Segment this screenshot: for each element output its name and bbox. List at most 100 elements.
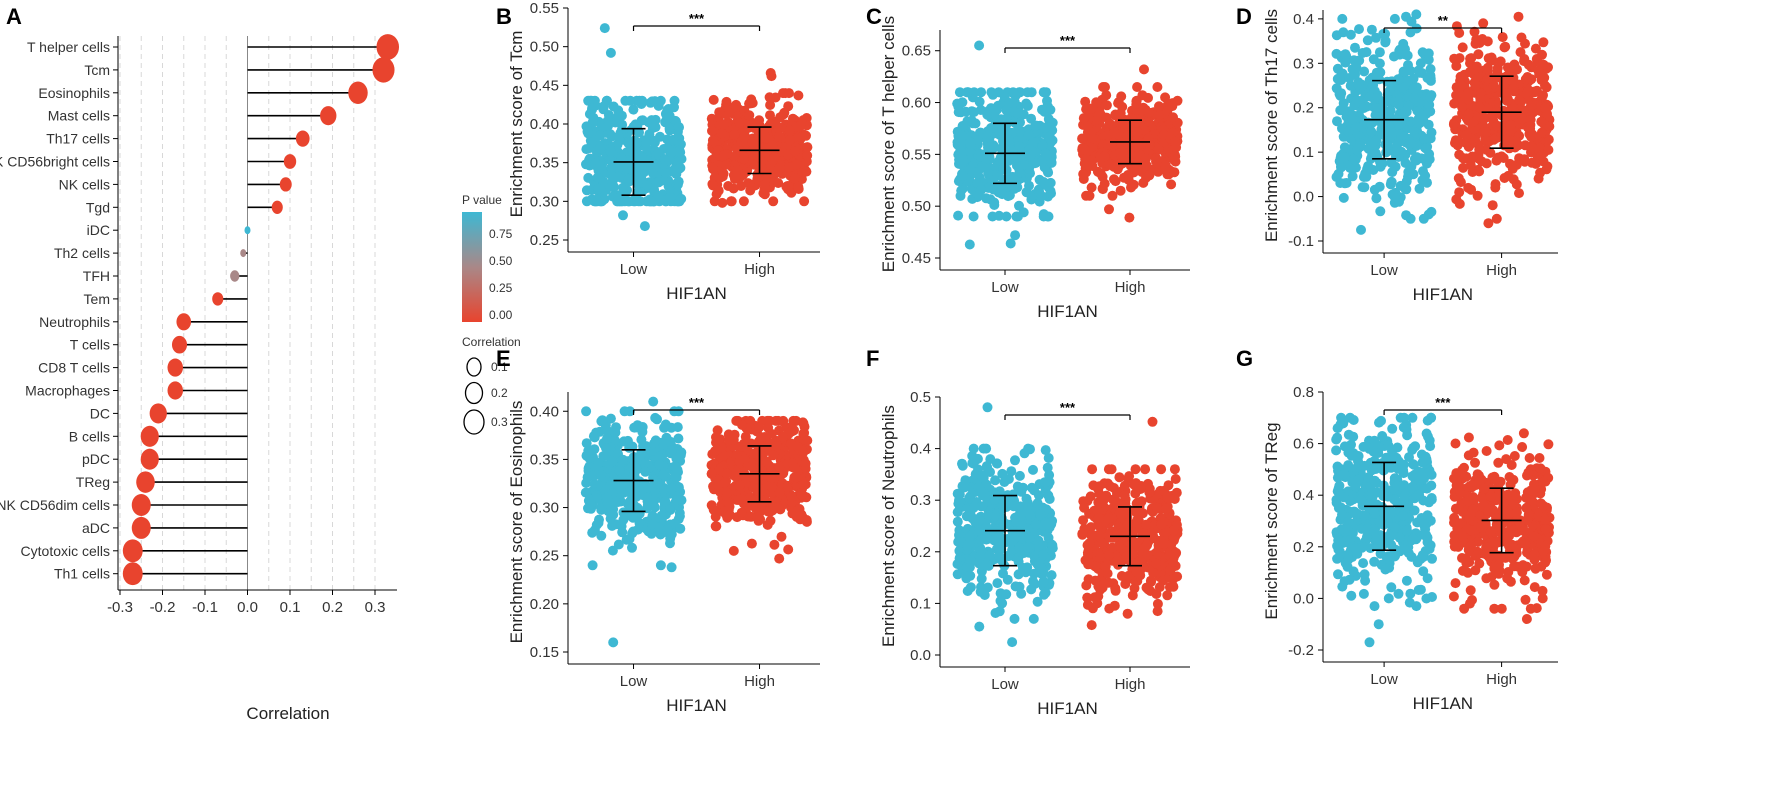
lollipop-dot <box>283 154 297 169</box>
data-point <box>1336 162 1347 173</box>
data-point <box>1032 596 1043 607</box>
data-point <box>1451 21 1462 32</box>
data-point <box>1396 146 1407 157</box>
data-point <box>1367 149 1378 160</box>
data-point <box>1017 562 1028 573</box>
data-point <box>1357 48 1368 58</box>
data-point <box>1119 480 1130 491</box>
data-point <box>1522 86 1533 97</box>
data-point <box>587 560 598 571</box>
data-point <box>716 128 727 139</box>
data-point <box>1526 157 1537 168</box>
data-point <box>1457 42 1468 53</box>
data-point <box>1109 174 1119 185</box>
y-tick-label: 0.60 <box>902 95 931 112</box>
data-point <box>650 435 661 446</box>
data-point <box>1154 109 1165 120</box>
x-tick-label: High <box>744 261 775 278</box>
data-point <box>603 120 613 131</box>
data-point <box>774 131 785 142</box>
data-point <box>974 525 985 536</box>
data-point <box>1131 566 1142 577</box>
data-point <box>952 516 963 527</box>
data-point <box>1408 533 1419 544</box>
data-point <box>1481 127 1491 138</box>
data-point <box>1086 182 1097 193</box>
data-point <box>964 562 975 573</box>
data-point <box>660 419 671 430</box>
data-point <box>1114 472 1125 483</box>
data-point <box>1080 96 1091 107</box>
data-point <box>1421 483 1432 494</box>
data-point <box>1021 98 1032 109</box>
data-point <box>1344 106 1355 117</box>
data-point <box>1152 503 1163 514</box>
data-point <box>671 495 682 505</box>
data-point <box>787 113 798 124</box>
data-point <box>1100 561 1111 572</box>
significance-label: ** <box>1438 13 1449 28</box>
data-point <box>1028 613 1039 624</box>
data-point <box>1331 445 1342 456</box>
data-point <box>1115 185 1126 196</box>
data-point <box>643 446 654 457</box>
data-point <box>1333 544 1344 555</box>
data-point <box>1124 471 1135 482</box>
data-point <box>655 131 665 142</box>
data-point <box>1046 570 1057 581</box>
data-point <box>627 542 637 553</box>
data-point <box>1043 182 1054 193</box>
data-point <box>1347 114 1358 125</box>
data-point <box>1154 101 1164 112</box>
data-point <box>794 504 805 514</box>
data-point <box>980 133 991 143</box>
data-point <box>756 432 767 443</box>
data-point <box>1336 412 1347 423</box>
data-point <box>1358 588 1369 599</box>
data-point <box>674 145 685 156</box>
pvalue-tick: 0.50 <box>489 254 513 268</box>
data-point <box>754 422 765 433</box>
data-point <box>1345 80 1356 91</box>
data-point <box>1393 99 1404 110</box>
data-point <box>618 185 629 196</box>
data-point <box>799 427 810 438</box>
data-point <box>956 137 967 148</box>
data-point <box>793 184 804 194</box>
data-point <box>1358 172 1369 182</box>
data-point <box>654 459 665 470</box>
data-point <box>992 458 1003 469</box>
data-point <box>1342 525 1353 536</box>
y-tick-label: 0.45 <box>530 77 559 94</box>
data-point <box>721 96 732 107</box>
data-point <box>982 402 993 413</box>
data-point <box>802 142 813 153</box>
data-point <box>711 508 722 519</box>
data-point <box>1141 519 1151 530</box>
panel-letter: F <box>866 346 879 371</box>
data-point <box>1406 551 1417 562</box>
data-point <box>1346 590 1357 601</box>
data-point <box>962 116 973 127</box>
data-point <box>706 468 717 479</box>
data-point <box>1028 464 1038 475</box>
data-point <box>1520 140 1531 151</box>
x-tick-label: -0.2 <box>150 599 176 616</box>
data-point <box>1162 590 1173 601</box>
y-tick-label: 0.20 <box>530 596 559 613</box>
data-point <box>1540 102 1551 113</box>
data-point <box>1038 211 1049 222</box>
data-point <box>1401 424 1412 435</box>
data-point <box>1099 151 1110 162</box>
data-point <box>1001 211 1012 222</box>
data-point <box>1395 49 1405 60</box>
data-point <box>626 124 637 135</box>
data-point <box>764 92 775 103</box>
data-point <box>1122 519 1133 530</box>
data-point <box>665 192 676 203</box>
data-point <box>1472 190 1483 201</box>
data-point <box>1014 141 1025 152</box>
x-axis-title: HIF1AN <box>666 284 726 303</box>
data-point <box>1535 143 1546 154</box>
